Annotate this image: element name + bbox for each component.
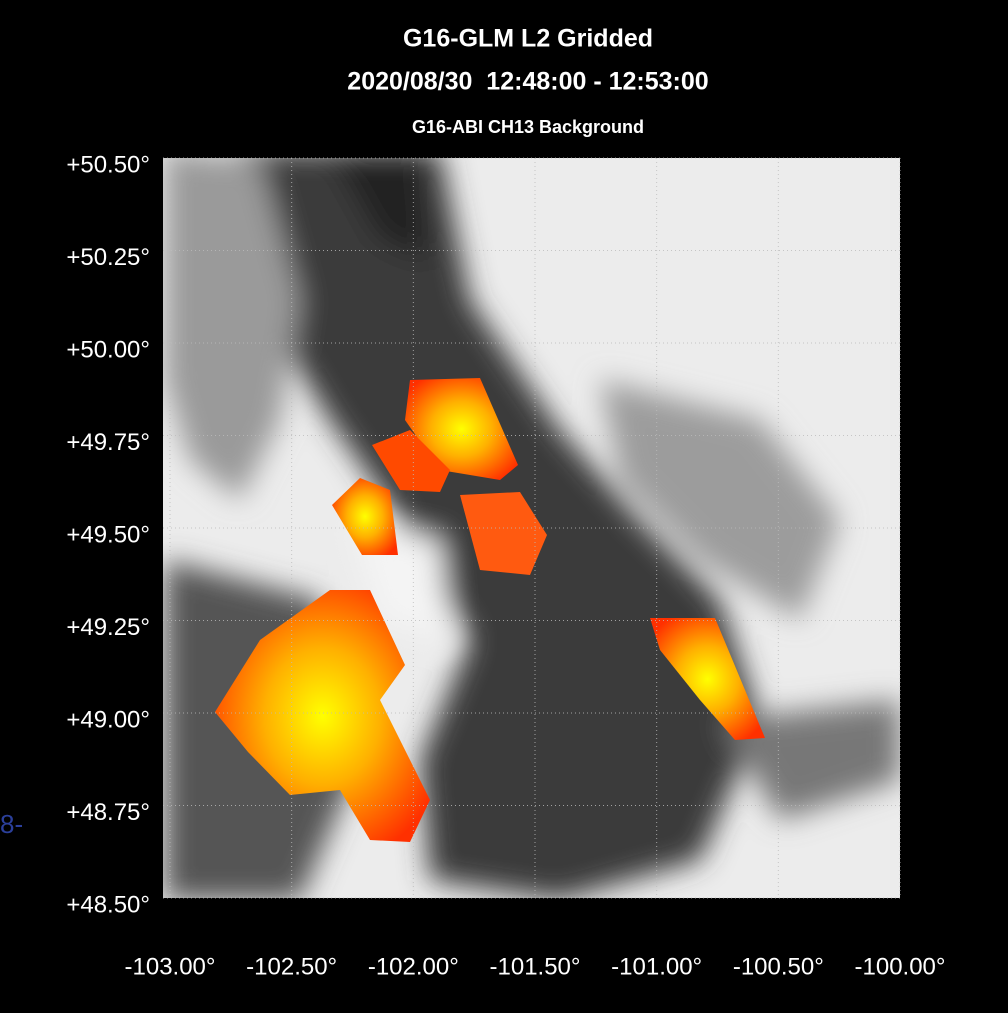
x-tick-label: -102.50°	[246, 953, 337, 980]
y-tick-label: +49.25°	[66, 614, 150, 641]
background-label: G16-ABI CH13 Background	[412, 117, 644, 137]
y-tick-label: +50.50°	[66, 151, 150, 178]
x-tick-label: -100.00°	[855, 953, 946, 980]
x-tick-label: -101.50°	[490, 953, 581, 980]
y-tick-label: +50.00°	[66, 336, 150, 363]
map-figure: G16-GLM L2 Gridded 2020/08/30 12:48:00 -…	[0, 0, 1008, 1013]
subtitle: 2020/08/30 12:48:00 - 12:53:00	[347, 68, 708, 96]
x-tick-label: -103.00°	[125, 953, 216, 980]
y-tick-label: +48.75°	[66, 799, 150, 826]
y-tick-label: +49.50°	[66, 521, 150, 548]
fragment-text: 8-	[0, 809, 23, 839]
x-tick-label: -102.00°	[368, 953, 459, 980]
y-tick-label: +50.25°	[66, 244, 150, 271]
y-tick-label: +49.75°	[66, 429, 150, 456]
y-tick-label: +49.00°	[66, 706, 150, 733]
x-tick-label: -101.00°	[611, 953, 702, 980]
satellite-image	[163, 150, 900, 900]
title: G16-GLM L2 Gridded	[403, 25, 653, 53]
x-tick-label: -100.50°	[733, 953, 824, 980]
y-tick-label: +48.50°	[66, 891, 150, 918]
